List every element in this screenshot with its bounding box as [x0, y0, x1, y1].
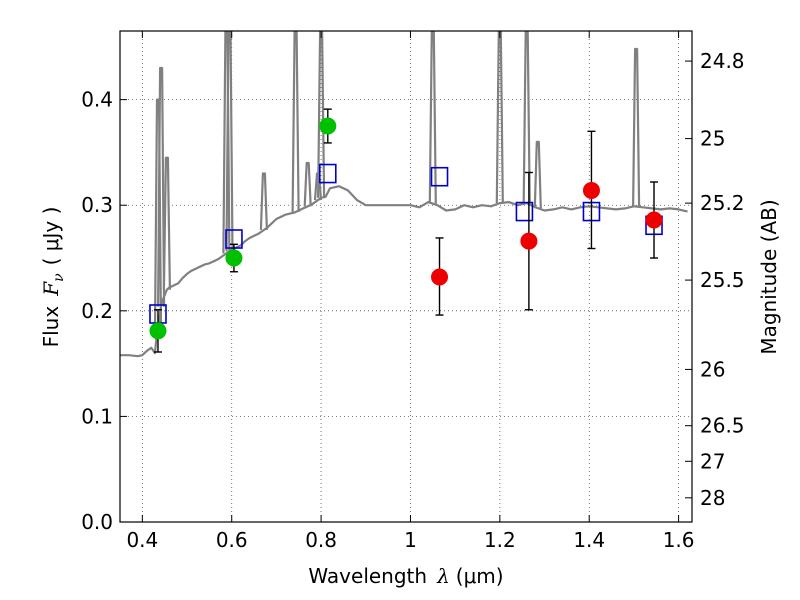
- emission-line: [157, 66, 166, 307]
- y2-tick-label: 25.2: [700, 191, 745, 215]
- y-tick-label: 0.4: [81, 88, 113, 112]
- emission-line: [533, 140, 542, 209]
- emission-line: [317, 31, 326, 198]
- y-tick-label: 0.0: [81, 510, 113, 534]
- model-photometry-point: [430, 166, 449, 187]
- x-tick-label: 1.6: [663, 528, 695, 552]
- y2-tick-label: 25: [700, 127, 725, 151]
- nir-observation-point: [582, 181, 600, 199]
- emission-line: [632, 47, 641, 207]
- x-tick-label: 1.2: [484, 528, 516, 552]
- plot-frame: [119, 30, 693, 523]
- model-photometry-point: [515, 201, 534, 222]
- x-tick-label: 1: [404, 528, 417, 552]
- emission-line: [522, 31, 531, 204]
- y2-tick-label: 25.5: [700, 268, 745, 292]
- nir-observation-point: [645, 211, 663, 229]
- emission-line: [259, 172, 268, 230]
- x-axis-label: Wavelength λ (μm): [308, 564, 503, 588]
- optical-observation-point: [225, 249, 243, 267]
- y2-tick-label: 24.8: [700, 49, 745, 73]
- emission-line: [291, 31, 300, 213]
- emission-line: [495, 31, 504, 204]
- x-tick-label: 0.4: [126, 528, 158, 552]
- x-tick-label: 0.6: [216, 528, 248, 552]
- y2-tick-label: 28: [700, 486, 725, 510]
- y2-tick-label: 27: [700, 449, 725, 473]
- axes: 0.4 0.6 0.8 1 1.2 1.4 1.6 0.0 0.1 0.2 0.3 0.4 24.8 25…: [81, 31, 745, 552]
- emission-line: [162, 156, 171, 290]
- emission-line: [303, 161, 312, 207]
- emission-line: [428, 31, 437, 204]
- optical-observation-point: [149, 322, 167, 340]
- x-tick-label: 1.4: [573, 528, 605, 552]
- plot-area: [120, 31, 688, 358]
- y2-tick-label: 26.5: [700, 414, 745, 438]
- y-axis-label: FluxFν( μJy ): [39, 207, 67, 348]
- y-tick-label: 0.1: [81, 404, 113, 428]
- y2-axis-label: Magnitude (AB): [757, 199, 781, 354]
- y2-tick-label: 26: [700, 357, 725, 381]
- emission-line: [225, 31, 234, 252]
- optical-observation-point: [319, 117, 337, 135]
- emission-line: [153, 98, 163, 330]
- x-tick-label: 0.8: [305, 528, 337, 552]
- nir-observation-point: [431, 268, 449, 286]
- y-tick-label: 0.3: [81, 193, 113, 217]
- y-tick-label: 0.2: [81, 299, 113, 323]
- model-photometry-point: [318, 163, 337, 184]
- nir-observation-point: [520, 232, 538, 250]
